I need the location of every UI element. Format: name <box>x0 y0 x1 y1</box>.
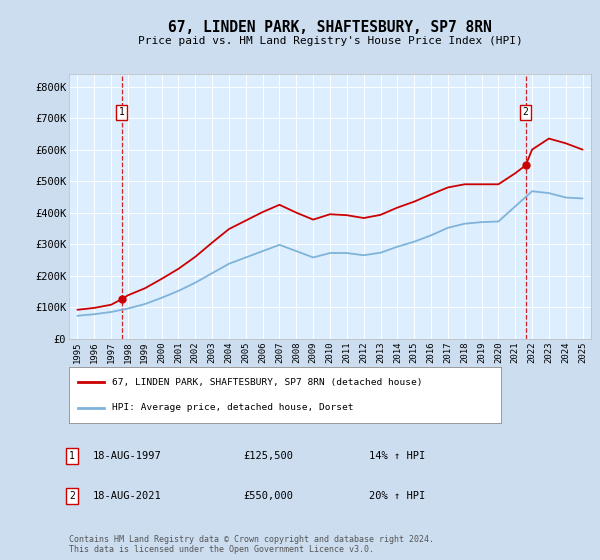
Text: 67, LINDEN PARK, SHAFTESBURY, SP7 8RN (detached house): 67, LINDEN PARK, SHAFTESBURY, SP7 8RN (d… <box>112 378 422 387</box>
Text: £125,500: £125,500 <box>243 451 293 461</box>
Text: 14% ↑ HPI: 14% ↑ HPI <box>369 451 425 461</box>
Text: 67, LINDEN PARK, SHAFTESBURY, SP7 8RN: 67, LINDEN PARK, SHAFTESBURY, SP7 8RN <box>168 20 492 35</box>
Text: 18-AUG-2021: 18-AUG-2021 <box>93 491 162 501</box>
Text: 20% ↑ HPI: 20% ↑ HPI <box>369 491 425 501</box>
Text: HPI: Average price, detached house, Dorset: HPI: Average price, detached house, Dors… <box>112 403 354 412</box>
Text: 18-AUG-1997: 18-AUG-1997 <box>93 451 162 461</box>
Text: Contains HM Land Registry data © Crown copyright and database right 2024.
This d: Contains HM Land Registry data © Crown c… <box>69 535 434 554</box>
Text: 2: 2 <box>69 491 75 501</box>
Text: Price paid vs. HM Land Registry's House Price Index (HPI): Price paid vs. HM Land Registry's House … <box>137 36 523 46</box>
Text: 2: 2 <box>523 108 529 118</box>
Text: 1: 1 <box>69 451 75 461</box>
Text: 1: 1 <box>119 108 124 118</box>
Text: £550,000: £550,000 <box>243 491 293 501</box>
